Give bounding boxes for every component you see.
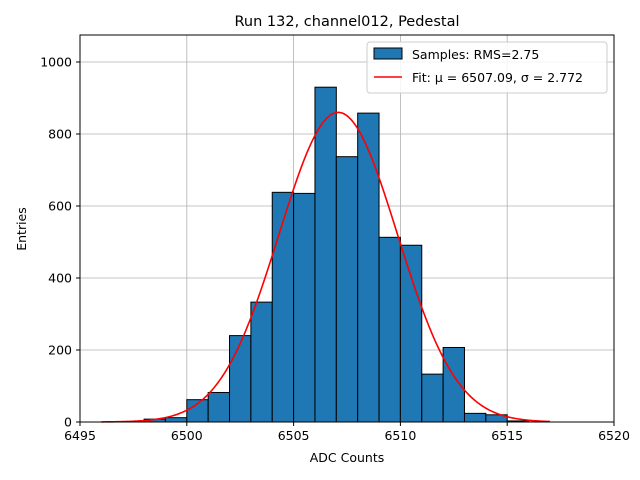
x-axis-label: ADC Counts bbox=[310, 450, 385, 465]
histogram-bar bbox=[207, 391, 231, 423]
y-tick-label: 400 bbox=[48, 271, 72, 286]
x-axis-ticks: 6495 6500 6505 6510 6515 6520 bbox=[64, 422, 630, 443]
y-tick-label: 600 bbox=[48, 199, 72, 214]
x-tick-label: 6510 bbox=[384, 428, 416, 443]
histogram-bar bbox=[399, 244, 423, 423]
x-tick-label: 6495 bbox=[64, 428, 96, 443]
x-tick-label: 6505 bbox=[278, 428, 310, 443]
y-tick-label: 200 bbox=[48, 343, 72, 358]
y-tick-label: 800 bbox=[48, 127, 72, 142]
y-tick-label: 0 bbox=[64, 415, 72, 430]
histogram-bar bbox=[314, 86, 337, 423]
legend-histogram-swatch bbox=[373, 47, 403, 60]
y-axis-label: Entries bbox=[14, 207, 29, 251]
x-tick-label: 6515 bbox=[491, 428, 523, 443]
histogram-bar bbox=[378, 236, 401, 423]
legend-fit-label: Fit: μ = 6507.09, σ = 2.772 bbox=[412, 70, 583, 85]
histogram-bar bbox=[463, 412, 487, 423]
chart-title: Run 132, channel012, Pedestal bbox=[234, 14, 459, 30]
histogram-bar bbox=[293, 192, 316, 423]
histogram-bar bbox=[421, 373, 444, 423]
fit-curve-group bbox=[101, 111, 550, 423]
histogram-bar bbox=[442, 346, 465, 423]
histogram-bar bbox=[164, 417, 188, 423]
plot-frame bbox=[79, 34, 615, 423]
histogram-bar bbox=[229, 335, 252, 423]
histogram-bar bbox=[271, 191, 295, 423]
x-tick-label: 6520 bbox=[598, 428, 630, 443]
fit-curve bbox=[101, 111, 550, 423]
histogram-bar bbox=[250, 301, 273, 423]
histogram-bars bbox=[143, 86, 530, 423]
legend-histogram-label: Samples: RMS=2.75 bbox=[412, 47, 539, 62]
x-tick-label: 6500 bbox=[171, 428, 203, 443]
histogram-bar bbox=[357, 112, 380, 423]
y-tick-label: 1000 bbox=[40, 55, 72, 70]
histogram-bar bbox=[335, 156, 359, 423]
legend-box bbox=[366, 41, 608, 94]
legend: Samples: RMS=2.75 Fit: μ = 6507.09, σ = … bbox=[366, 41, 608, 94]
legend-fit-math: μ = 6507.09, σ = 2.772 bbox=[435, 70, 583, 85]
legend-fit-prefix: Fit: bbox=[412, 70, 435, 85]
y-axis-ticks: 0 200 400 600 800 1000 bbox=[40, 55, 80, 430]
